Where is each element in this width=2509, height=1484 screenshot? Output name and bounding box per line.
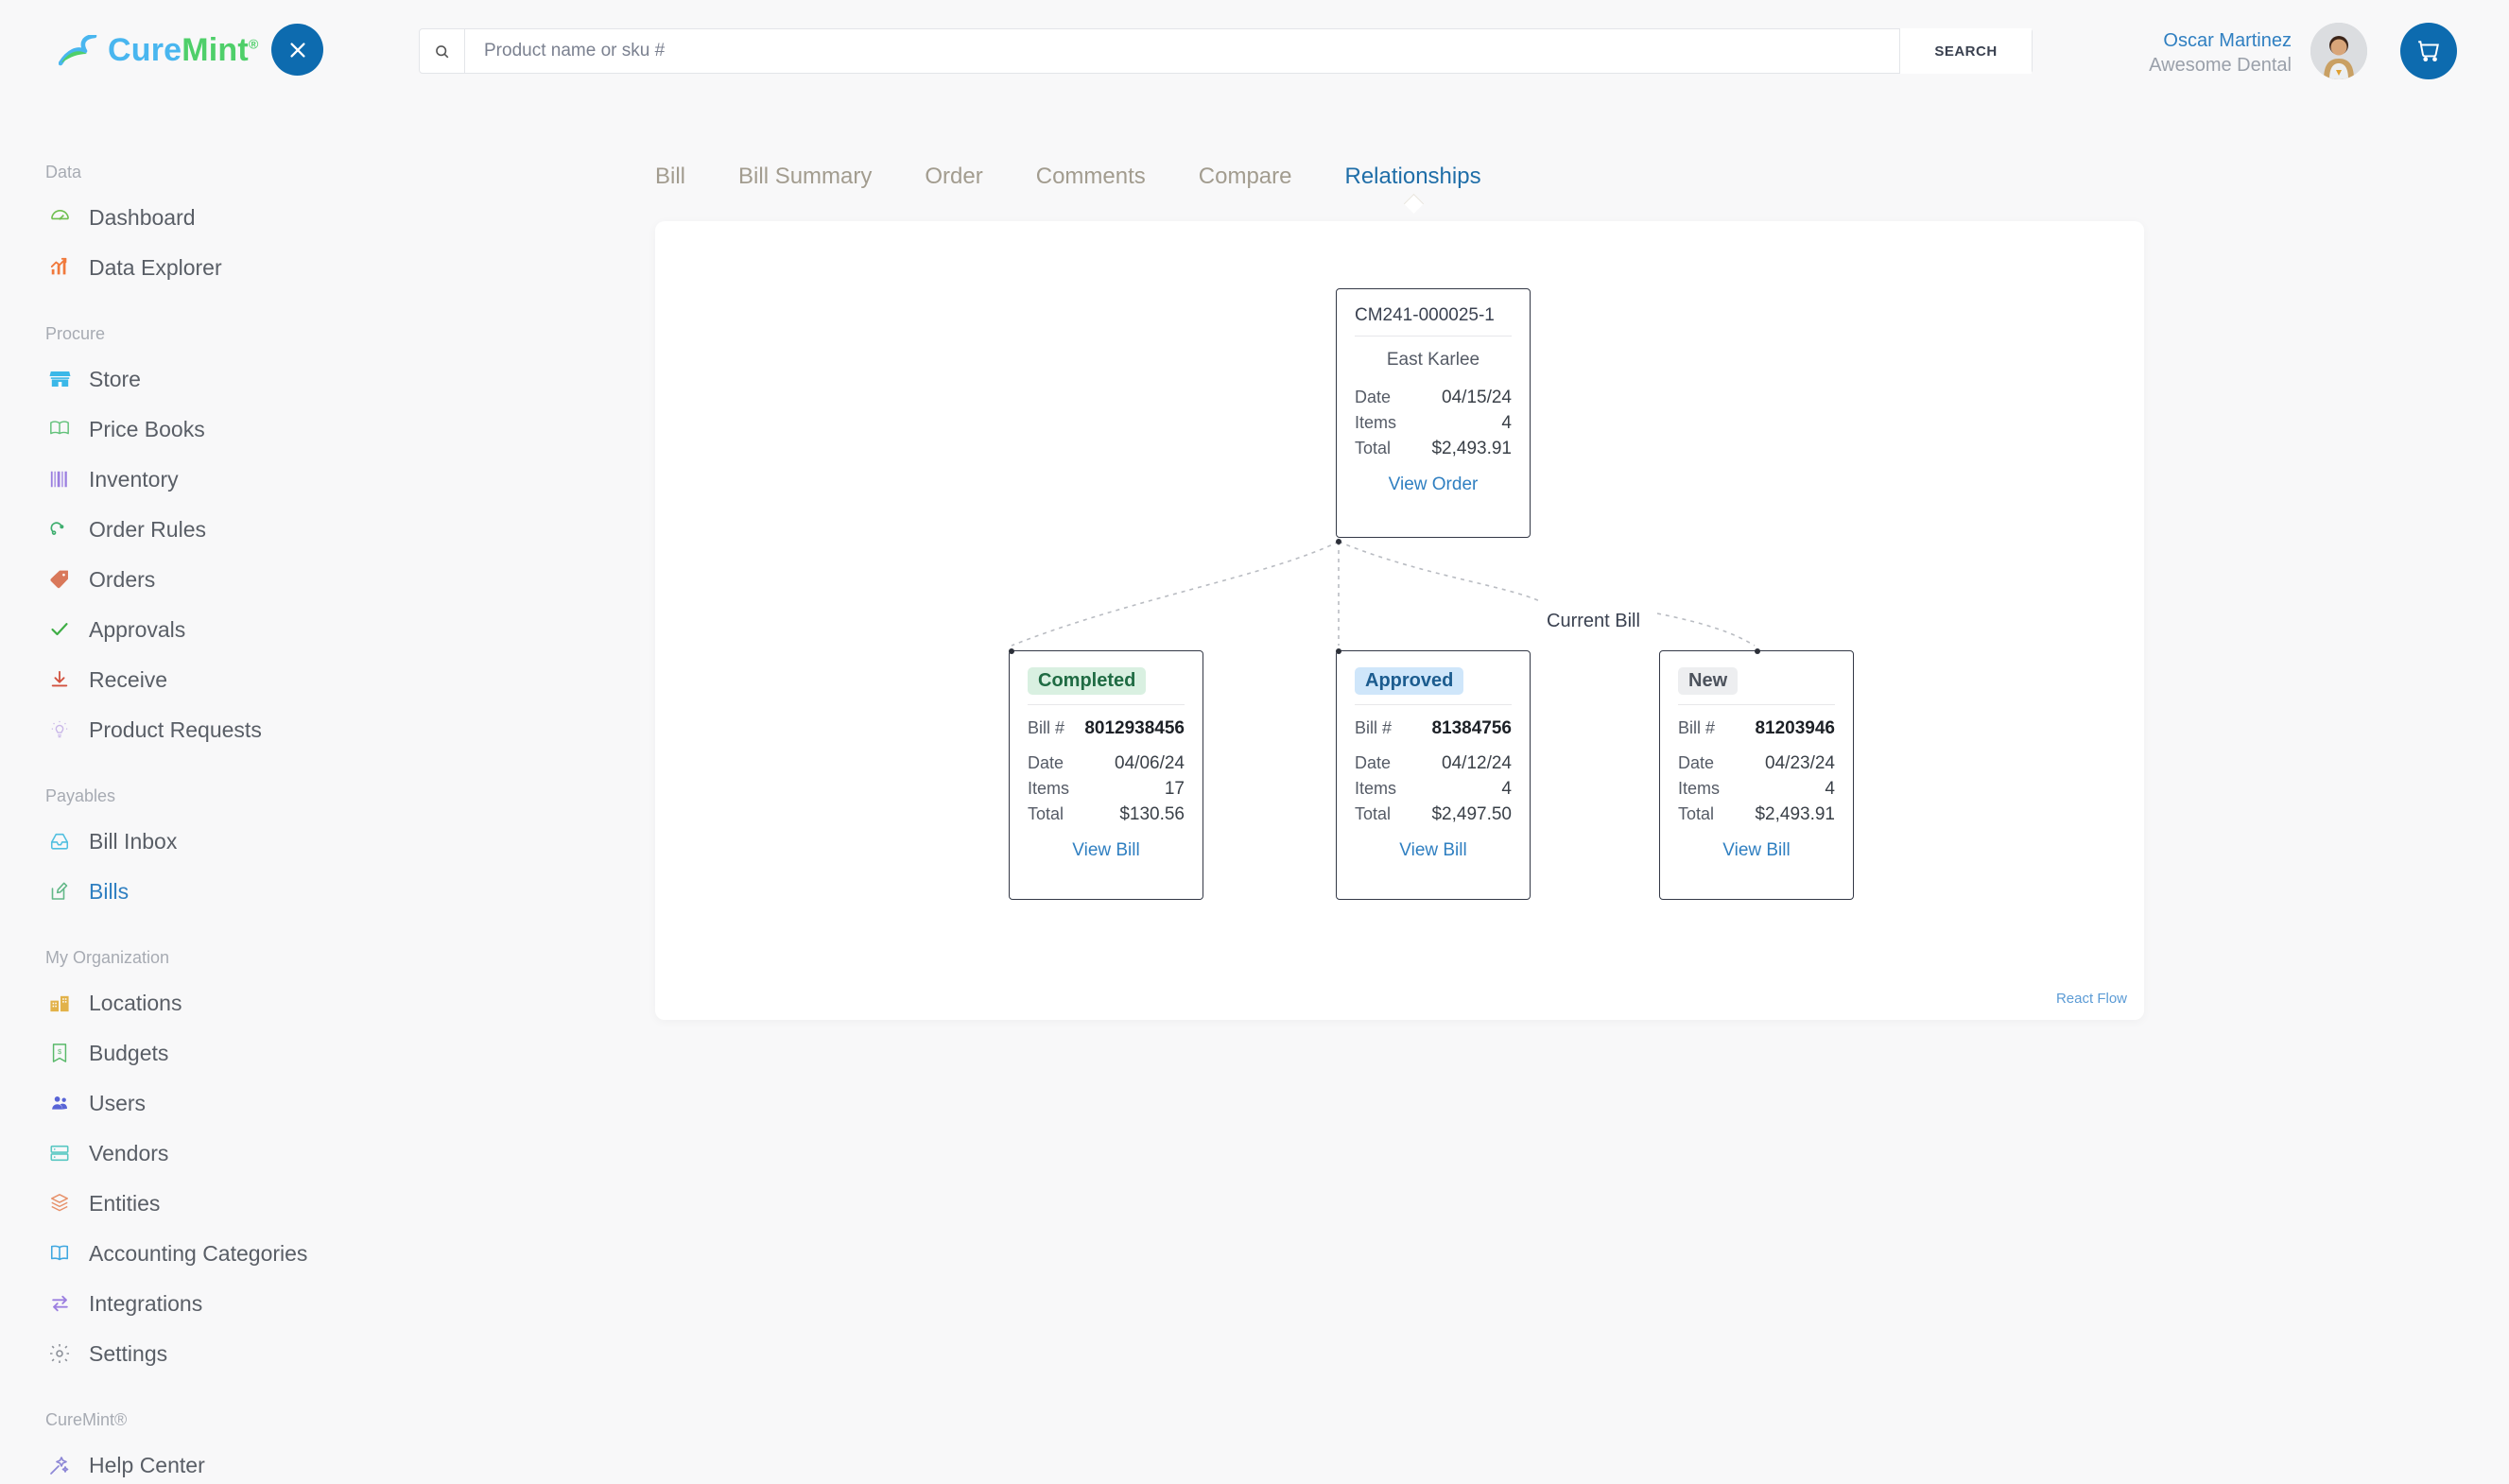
svg-text:$: $ bbox=[58, 1047, 61, 1056]
